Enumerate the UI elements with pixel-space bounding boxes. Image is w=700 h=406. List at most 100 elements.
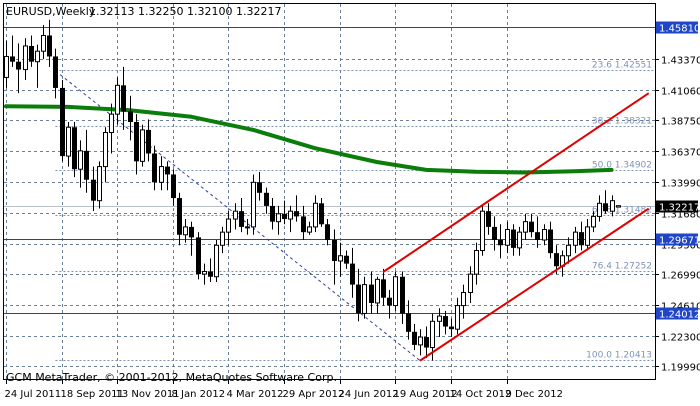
- candle-body-bull: [597, 202, 602, 217]
- candle: [400, 271, 405, 324]
- candle-body-bull: [103, 131, 108, 168]
- candle: [369, 271, 374, 314]
- candle-body-bear: [72, 127, 77, 170]
- candle-body-bull: [616, 205, 621, 208]
- candle-body-bull: [35, 50, 40, 63]
- candle-body-bull: [523, 221, 528, 233]
- candle: [41, 24, 46, 60]
- candle: [412, 323, 417, 351]
- candle: [257, 171, 262, 201]
- candle: [177, 192, 182, 246]
- candle-body-bull: [251, 181, 256, 228]
- candle: [362, 276, 367, 319]
- candle: [146, 119, 151, 162]
- candle-body-bear: [282, 213, 287, 220]
- candle: [585, 219, 590, 251]
- fib-level-label: 61.8 1.31482: [592, 206, 652, 216]
- candle-body-bull: [393, 276, 398, 307]
- candle-body-bear: [121, 85, 126, 112]
- candle-body-bull: [375, 278, 380, 304]
- candle-body-bull: [542, 229, 547, 241]
- candle: [91, 166, 96, 212]
- candle-body-bear: [16, 61, 21, 70]
- candle: [529, 213, 534, 238]
- candle-body-bear: [511, 229, 516, 248]
- candle: [597, 195, 602, 222]
- candle-body-bear: [10, 56, 15, 62]
- price-axis: 1.43370 1.41060 1.38750 1.36370 1.33990 1.316…: [655, 21, 700, 374]
- candle: [23, 38, 28, 81]
- candle-body-bear: [208, 271, 213, 277]
- candle-body-bear: [264, 192, 269, 206]
- price-tick-label: 1.26990: [661, 271, 700, 282]
- candle-body-bear: [548, 229, 553, 254]
- candle-body-bear: [84, 150, 89, 180]
- candle-body-bear: [189, 226, 194, 238]
- fib-level-label: 100.0 1.20413: [586, 351, 652, 361]
- candle: [610, 195, 615, 217]
- candle-body-bull: [245, 226, 250, 229]
- candle: [307, 221, 312, 235]
- candle: [53, 48, 58, 99]
- candle-body-bear: [443, 316, 448, 327]
- candle-body-bull: [418, 336, 423, 346]
- candle-body-bull: [455, 305, 460, 330]
- candle-body-bear: [356, 284, 361, 314]
- candle-body-bull: [338, 255, 343, 262]
- candle: [152, 145, 157, 191]
- candle: [84, 129, 89, 193]
- candle: [325, 219, 330, 246]
- price-box: [656, 307, 698, 320]
- channel-line[interactable]: [419, 207, 650, 362]
- candles: [4, 19, 621, 361]
- candle-body-bear: [350, 263, 355, 285]
- candle: [270, 198, 275, 230]
- candle: [332, 229, 337, 285]
- candle: [437, 308, 442, 338]
- candle-body-bear: [91, 179, 96, 201]
- candle: [78, 140, 83, 188]
- candle-body-bear: [146, 129, 151, 154]
- candle-body-bear: [486, 211, 491, 227]
- candle: [616, 205, 621, 208]
- candle-body-bear: [529, 221, 534, 233]
- candle: [233, 203, 238, 230]
- candle-body-bear: [177, 198, 182, 235]
- candle: [603, 190, 608, 214]
- candle-body-bear: [579, 232, 584, 246]
- candle: [226, 211, 231, 246]
- candle-body-bull: [362, 284, 367, 314]
- candle-body-bear: [603, 203, 608, 212]
- candle: [47, 19, 52, 67]
- candle: [393, 271, 398, 311]
- candle-body-bear: [53, 56, 58, 88]
- candle-body-bull: [517, 231, 522, 249]
- channel-line[interactable]: [382, 92, 650, 273]
- candle-body-bull: [437, 315, 442, 322]
- candle: [387, 289, 392, 319]
- candle-body-bear: [257, 182, 262, 193]
- candle: [121, 66, 126, 130]
- candle-body-bear: [406, 313, 411, 332]
- candle-body-bear: [325, 224, 330, 241]
- candle: [214, 240, 219, 282]
- candle: [505, 221, 510, 254]
- candle: [134, 114, 139, 175]
- price-tick-label: 1.41060: [661, 87, 700, 98]
- candle-body-bull: [307, 226, 312, 233]
- candle-body-bear: [196, 237, 201, 275]
- candle: [29, 35, 34, 67]
- candle: [313, 195, 318, 233]
- candle: [72, 122, 77, 178]
- candle: [128, 95, 133, 141]
- time-tick-label: 29 Apr 2012: [283, 389, 345, 400]
- candle-body-bear: [301, 216, 306, 233]
- candle-body-bull: [474, 250, 479, 275]
- candle-body-bull: [610, 200, 615, 212]
- candle: [474, 242, 479, 285]
- candle-body-bear: [344, 255, 349, 264]
- candle: [103, 127, 108, 183]
- fibonacci-levels: 23.6 1.42551 38.2 1.38321 50.0 1.34902 61.8…: [55, 61, 655, 361]
